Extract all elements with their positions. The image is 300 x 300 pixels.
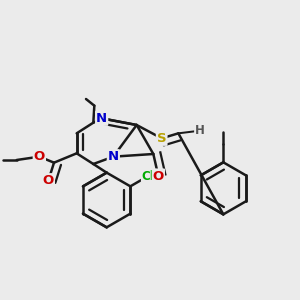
Text: H: H [195,124,205,137]
Text: O: O [34,150,45,163]
Text: N: N [108,150,119,163]
Text: O: O [43,174,54,187]
Text: N: N [96,112,107,125]
Text: Cl: Cl [142,169,155,182]
Text: O: O [153,169,164,182]
Text: S: S [157,132,166,145]
